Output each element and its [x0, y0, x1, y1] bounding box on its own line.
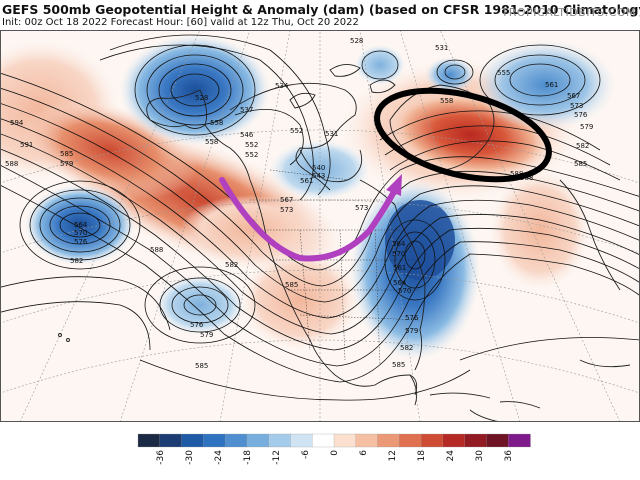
colorbar-swatch — [312, 433, 335, 448]
contour-label: 585 — [285, 281, 298, 289]
colorbar-swatch — [246, 433, 270, 448]
arrowhead-icon — [386, 174, 402, 196]
colorbar-tick-label: -6 — [301, 450, 311, 459]
contour-label: 573 — [280, 206, 293, 214]
colorbar-tick-label: -36 — [156, 450, 166, 465]
site-brand[interactable]: TROPICALTIDBITS.COM — [501, 6, 636, 19]
colorbar-swatch — [224, 433, 248, 448]
contour-label: 591 — [20, 141, 33, 149]
contour-label: 594 — [10, 119, 24, 127]
colorbar-swatch — [203, 433, 226, 448]
contour-label: 561 — [300, 177, 313, 185]
contour-label: 585 — [60, 150, 73, 158]
colorbar-swatch — [181, 433, 204, 448]
contour-label: 558 — [210, 119, 223, 127]
contour-label: 576 — [574, 111, 588, 119]
lat-lon-grid — [0, 30, 640, 422]
colorbar-swatch — [420, 433, 444, 448]
colorbar-tick-label: 0 — [330, 450, 340, 456]
contour-label: 573 — [570, 102, 583, 110]
colorbar-tick-label: 12 — [388, 450, 398, 461]
colorbar-tick-label: 36 — [504, 450, 514, 462]
anomaly-colorbar: -36 -30 -24 -18 -12 -6 0 6 12 18 24 30 36 — [137, 433, 531, 465]
ridge-highlight-ellipse — [374, 87, 552, 183]
contour-label: 537 — [240, 106, 253, 114]
contour-label: 588 — [510, 170, 523, 178]
colorbar-swatch — [159, 433, 183, 448]
colorbar-swatch — [268, 433, 292, 448]
map-title: GEFS 500mb Geopotential Height & Anomaly… — [2, 2, 640, 17]
contour-label: 561 — [545, 81, 558, 89]
contour-label: 558 — [205, 138, 218, 146]
colorbar-swatches — [137, 433, 531, 448]
contour-label: 558 — [440, 97, 453, 105]
contour-label: 567 — [280, 196, 293, 204]
colorbar-swatch — [442, 433, 466, 448]
colorbar-tick-label: 30 — [475, 450, 485, 462]
colorbar-tick-label: -12 — [272, 450, 282, 465]
init-valid-label: Init: 00z Oct 18 2022 Forecast Hour: [60… — [2, 17, 359, 28]
contour-label: 528 — [350, 37, 363, 45]
contour-label: 573 — [355, 204, 368, 212]
colorbar-swatch — [399, 433, 422, 448]
contour-label: 555 — [497, 69, 510, 77]
contour-label: 543 — [312, 172, 325, 180]
colorbar-ticks: -36 -30 -24 -18 -12 -6 0 6 12 18 24 30 36 — [156, 450, 514, 465]
colorbar-tick-label: -24 — [214, 450, 224, 465]
contour-label: 576 — [74, 238, 88, 246]
contour-label: 564 — [393, 279, 407, 287]
contour-label: 531 — [325, 130, 338, 138]
contour-label: 552 — [245, 151, 258, 159]
colorbar-tick-label: 24 — [446, 450, 456, 462]
contour-label: 564 — [392, 240, 406, 248]
contour-label: 570 — [398, 287, 411, 295]
contour-label: 567 — [567, 92, 580, 100]
contour-label: 579 — [405, 327, 418, 335]
colorbar-swatch — [486, 433, 509, 448]
colorbar-swatch — [333, 433, 357, 448]
contour-label: 552 — [290, 127, 303, 135]
trough-arrow — [219, 174, 402, 262]
contour-label: 579 — [200, 331, 213, 339]
contour-label: 564 — [74, 221, 88, 229]
height-contours — [0, 34, 640, 401]
contour-label: 582 — [70, 257, 83, 265]
contour-label: 576 — [405, 314, 419, 322]
contour-label: 552 — [245, 141, 258, 149]
contour-label: 579 — [580, 123, 593, 131]
contour-label: 576 — [190, 321, 204, 329]
colorbar-swatch — [508, 433, 531, 448]
contour-label: 582 — [576, 142, 589, 150]
contour-label: 585 — [392, 361, 405, 369]
contour-label: 561 — [393, 264, 406, 272]
colorbar-swatch — [355, 433, 379, 448]
colorbar-swatch — [137, 433, 161, 448]
map-panel: 594 591 588 585 579 564 570 576 582 588 … — [0, 30, 640, 422]
contour-label: 579 — [60, 160, 73, 168]
colorbar-tick-label: -30 — [185, 450, 195, 465]
contour-label: 570 — [74, 229, 87, 237]
contour-label: 528 — [195, 94, 208, 102]
contour-label: 588 — [5, 160, 18, 168]
contour-label: 582 — [225, 261, 238, 269]
contour-label: 534 — [275, 82, 289, 90]
contour-label: 585 — [574, 160, 587, 168]
map-canvas: 594 591 588 585 579 564 570 576 582 588 … — [0, 30, 640, 422]
colorbar-swatch — [290, 433, 313, 448]
colorbar-tick-label: 6 — [359, 450, 369, 456]
contour-label: 531 — [435, 44, 448, 52]
contour-label: 570 — [392, 250, 405, 258]
contour-label: 585 — [195, 362, 208, 370]
colorbar-tick-label: -18 — [243, 450, 253, 465]
contour-label: 540 — [312, 164, 325, 172]
colorbar-swatch — [464, 433, 488, 448]
colorbar-swatch — [377, 433, 400, 448]
contour-label: 546 — [240, 131, 254, 139]
colorbar-tick-label: 18 — [417, 450, 427, 462]
contour-label: 582 — [400, 344, 413, 352]
contour-label: 588 — [150, 246, 163, 254]
